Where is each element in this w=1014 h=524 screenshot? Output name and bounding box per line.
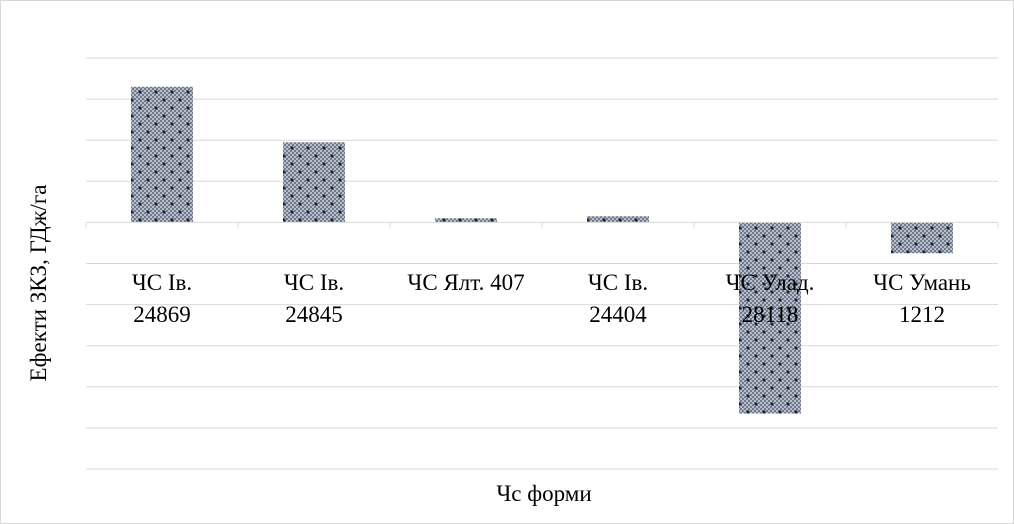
- y-axis-title: Ефекти ЗКЗ, ГДж/га: [26, 185, 51, 382]
- x-tick-label: ЧС Ів. 24404: [588, 270, 648, 327]
- bar: [131, 86, 193, 223]
- gridlines: [86, 57, 998, 470]
- category-labels: ЧС Ів. 24869 ЧС Ів. 24845 ЧС Ялт. 407 ЧС Ів. 2…: [132, 270, 971, 327]
- bar: [739, 222, 801, 414]
- bar: [891, 222, 953, 254]
- x-axis-title: Чс форми: [496, 481, 591, 506]
- x-tick-label: ЧС Умань 1212: [873, 270, 971, 327]
- x-tick-label: ЧС Ів. 24869: [132, 270, 192, 327]
- bars: [131, 86, 953, 414]
- bar: [283, 142, 345, 223]
- bar: [587, 216, 649, 223]
- bar: [435, 218, 497, 223]
- x-tick-label: ЧС Ів. 24845: [284, 270, 344, 327]
- x-axis: [85, 221, 999, 229]
- x-tick-label: ЧС Ялт. 407: [407, 270, 524, 295]
- x-tick-label: ЧС Улад. 28118: [726, 270, 815, 327]
